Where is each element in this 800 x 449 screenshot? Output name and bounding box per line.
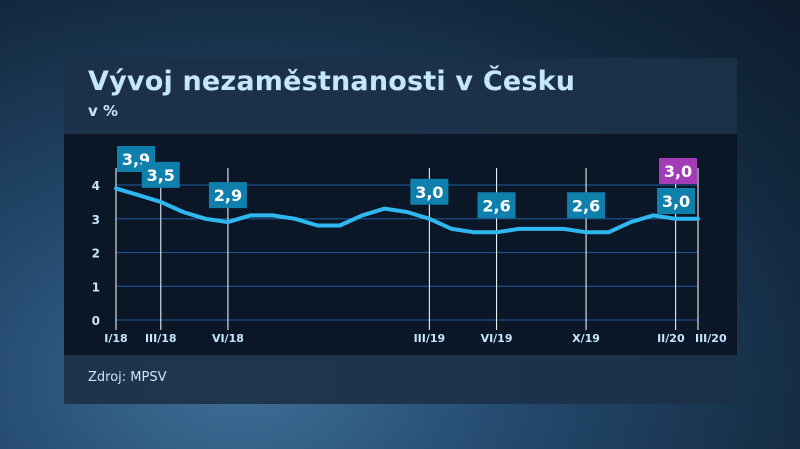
value-label-box-5 bbox=[567, 192, 606, 219]
x-tick-label-1: III/18 bbox=[145, 332, 177, 345]
value-label-4: 2,6 bbox=[482, 196, 510, 215]
value-label-2: 2,9 bbox=[214, 186, 242, 205]
x-tick-label-7: III/20 bbox=[695, 332, 727, 345]
value-label-box-7 bbox=[659, 158, 697, 184]
x-tick-label-4: VI/19 bbox=[481, 332, 513, 345]
value-label-5: 2,6 bbox=[572, 196, 600, 215]
x-tick-label-0: I/18 bbox=[104, 332, 127, 345]
x-tick-label-5: X/19 bbox=[572, 332, 600, 345]
value-label-1: 3,5 bbox=[147, 166, 175, 185]
y-tick-label-0: 0 bbox=[92, 314, 100, 328]
y-tick-label-3: 3 bbox=[92, 213, 100, 227]
y-tick-label-2: 2 bbox=[92, 247, 100, 261]
value-label-box-4 bbox=[477, 192, 516, 219]
chart-title: Vývoj nezaměstnanosti v Česku bbox=[88, 66, 576, 97]
chart-unit: v % bbox=[88, 102, 119, 120]
source-note: Zdroj: MPSV bbox=[88, 370, 167, 385]
series-line bbox=[114, 186, 700, 235]
x-tick-label-3: III/19 bbox=[414, 332, 446, 345]
x-tick-label-6: II/20 bbox=[657, 332, 685, 345]
value-label-3: 3,0 bbox=[415, 183, 443, 202]
y-tick-label-1: 1 bbox=[92, 280, 100, 294]
value-label-box-3 bbox=[410, 178, 449, 205]
value-label-box-6 bbox=[657, 188, 695, 214]
x-tick-label-2: VI/18 bbox=[212, 332, 244, 345]
value-label-box-2 bbox=[208, 182, 247, 209]
value-label-6: 3,0 bbox=[662, 192, 690, 211]
value-label-box-1 bbox=[141, 161, 180, 188]
value-label-7: 3,0 bbox=[664, 162, 692, 181]
y-tick-label-4: 4 bbox=[92, 179, 100, 193]
